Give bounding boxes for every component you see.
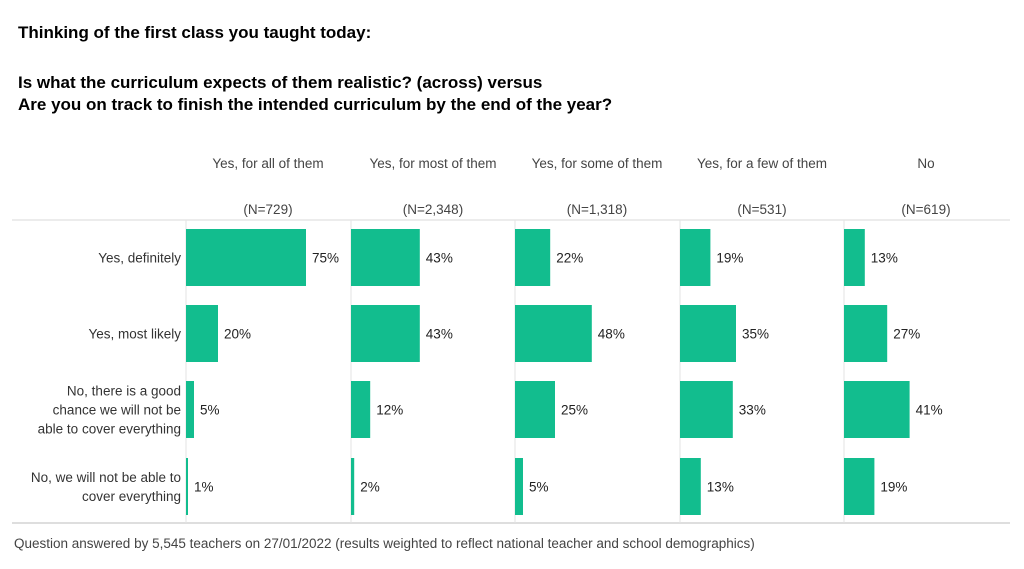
bar-value-label: 22%: [556, 251, 583, 266]
bar: [351, 458, 355, 515]
row-label: able to cover everything: [38, 422, 181, 437]
bar-value-label: 2%: [360, 480, 380, 495]
bar: [680, 458, 701, 515]
bar-value-label: 19%: [880, 480, 907, 495]
column-sample-size: (N=1,318): [567, 202, 627, 217]
bar-value-label: 13%: [871, 251, 898, 266]
bar: [186, 229, 306, 286]
bar-value-label: 43%: [426, 327, 453, 342]
column-header: No: [917, 156, 934, 171]
bar: [844, 458, 875, 515]
bar-value-label: 13%: [707, 480, 734, 495]
bar: [186, 305, 218, 362]
bar-value-label: 25%: [561, 403, 588, 418]
row-label: No, we will not be able to: [31, 470, 181, 485]
bar-value-label: 12%: [376, 403, 403, 418]
column-header: Yes, for all of them: [212, 156, 323, 171]
bar-value-label: 5%: [529, 480, 549, 495]
bar: [186, 381, 194, 438]
column-sample-size: (N=729): [243, 202, 292, 217]
bar: [844, 305, 888, 362]
column-sample-size: (N=2,348): [403, 202, 463, 217]
chart-title-line-3: Are you on track to finish the intended …: [18, 95, 613, 114]
bar: [186, 458, 188, 515]
bar: [351, 381, 371, 438]
bar: [680, 305, 736, 362]
bar-value-label: 33%: [739, 403, 766, 418]
bar-value-label: 43%: [426, 251, 453, 266]
column-sample-size: (N=619): [901, 202, 950, 217]
bar-value-label: 35%: [742, 327, 769, 342]
row-label: chance we will not be: [53, 403, 181, 418]
row-label: Yes, definitely: [98, 251, 181, 266]
column-header: Yes, for some of them: [532, 156, 663, 171]
row-label: No, there is a good: [67, 384, 181, 399]
bar: [844, 229, 865, 286]
row-label: cover everything: [82, 489, 181, 504]
bar: [515, 229, 551, 286]
bar-value-label: 19%: [716, 251, 743, 266]
bar-value-label: 27%: [893, 327, 920, 342]
chart-title-line-1: Thinking of the first class you taught t…: [18, 23, 372, 42]
bar-value-label: 20%: [224, 327, 251, 342]
row-label: Yes, most likely: [88, 327, 181, 342]
column-sample-size: (N=531): [737, 202, 786, 217]
chart-title-line-2: Is what the curriculum expects of them r…: [18, 73, 543, 92]
bar-value-label: 75%: [312, 251, 339, 266]
bar: [351, 229, 420, 286]
bar: [680, 229, 711, 286]
bar: [515, 305, 592, 362]
column-header: Yes, for a few of them: [697, 156, 827, 171]
bar-value-label: 41%: [916, 403, 943, 418]
bar: [515, 458, 523, 515]
bar: [844, 381, 910, 438]
bar-value-label: 48%: [598, 327, 625, 342]
bar: [515, 381, 555, 438]
bar: [680, 381, 733, 438]
bar: [351, 305, 420, 362]
column-header: Yes, for most of them: [369, 156, 496, 171]
bar-value-label: 1%: [194, 480, 214, 495]
footnote: Question answered by 5,545 teachers on 2…: [14, 536, 755, 551]
bar-value-label: 5%: [200, 403, 220, 418]
